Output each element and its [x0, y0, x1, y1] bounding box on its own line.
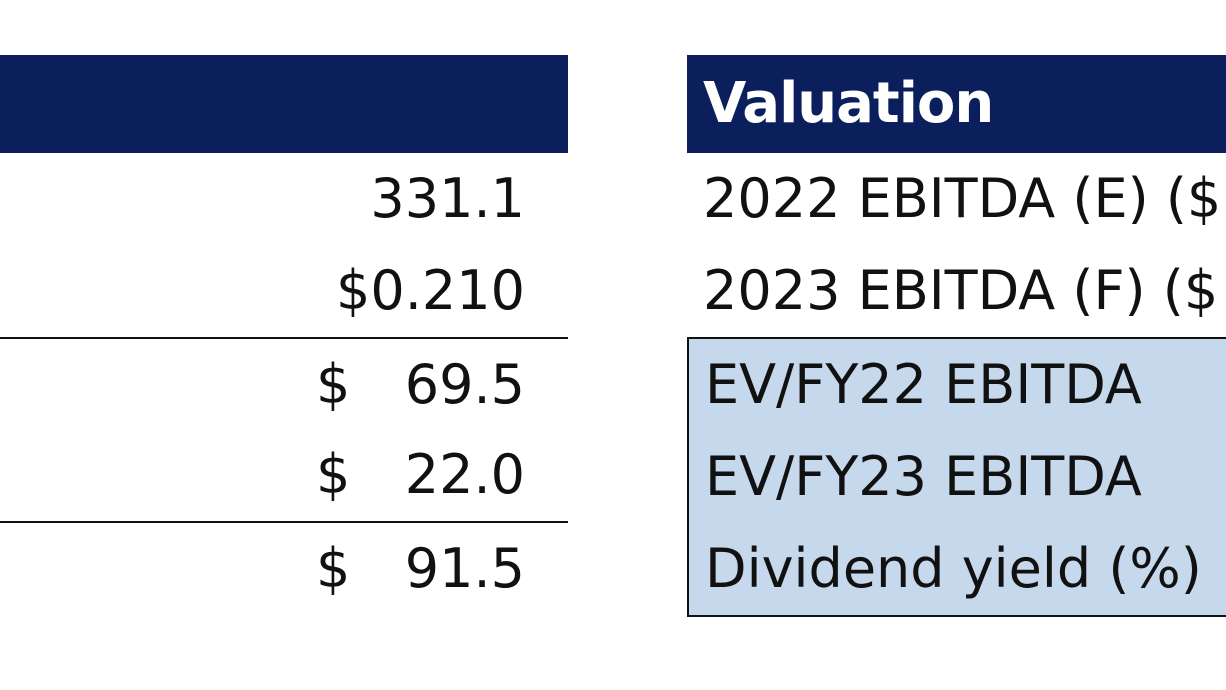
currency-symbol: $ [316, 443, 351, 506]
left-row-3: $ 69.5 [0, 337, 568, 429]
valuation-table: Valuation 2022 EBITDA (E) ($ 2023 EBITDA… [687, 55, 1226, 617]
valuation-row-ev-fy22: EV/FY22 EBITDA [687, 339, 1226, 431]
row-label: EV/FY22 EBITDA [705, 353, 1142, 416]
left-table-header [0, 55, 568, 153]
valuation-highlight-box: EV/FY22 EBITDA EV/FY23 EBITDA Dividend y… [687, 337, 1226, 617]
valuation-row-ebitda-2022: 2022 EBITDA (E) ($ [687, 153, 1226, 245]
valuation-row-ebitda-2023: 2023 EBITDA (F) ($ [687, 245, 1226, 337]
left-row-amount: 22.0 [404, 443, 525, 506]
valuation-row-dividend-yield: Dividend yield (%) [687, 523, 1226, 615]
row-label: 2023 EBITDA (F) ($ [703, 259, 1219, 322]
valuation-row-ev-fy23: EV/FY23 EBITDA [687, 431, 1226, 523]
left-table: 331.1 $0.210 $ 69.5 $ 22.0 $ 91.5 [0, 55, 568, 613]
currency-symbol: $ [316, 537, 351, 600]
row-label: EV/FY23 EBITDA [705, 445, 1142, 508]
row-label: 2022 EBITDA (E) ($ [703, 167, 1222, 230]
left-row-1: 331.1 [0, 153, 568, 245]
left-row-value: $0.210 [336, 259, 525, 322]
left-row-2: $0.210 [0, 245, 568, 337]
valuation-title: Valuation [703, 71, 994, 136]
left-row-value: 331.1 [370, 167, 525, 230]
left-row-4: $ 22.0 [0, 429, 568, 521]
row-label: Dividend yield (%) [705, 537, 1202, 600]
valuation-header: Valuation [687, 55, 1226, 153]
currency-symbol: $ [316, 353, 351, 416]
left-row-amount: 91.5 [404, 537, 525, 600]
left-row-5: $ 91.5 [0, 521, 568, 613]
left-row-amount: 69.5 [404, 353, 525, 416]
